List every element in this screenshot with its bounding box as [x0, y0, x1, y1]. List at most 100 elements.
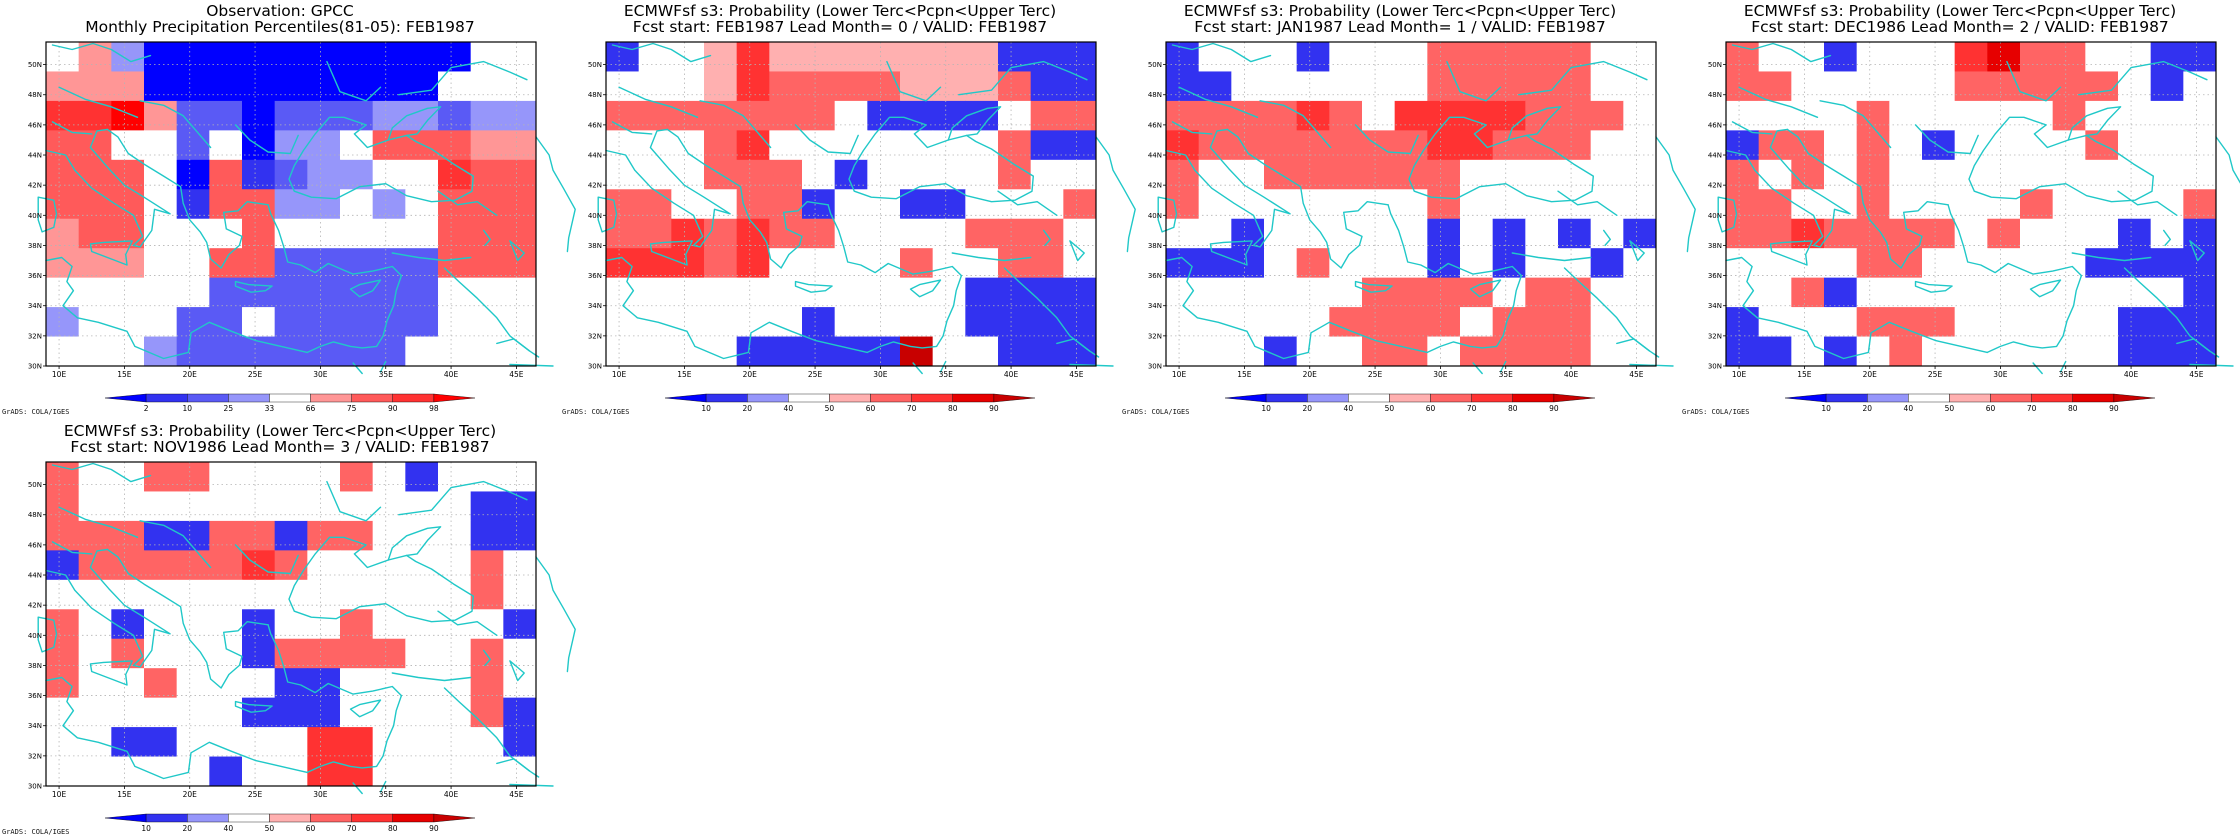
- lat-tick-label: 40N: [1708, 212, 1722, 220]
- grid-cell: [1791, 71, 1825, 102]
- grid-cell: [1394, 71, 1428, 102]
- grid-cell: [736, 336, 770, 367]
- grid-cell: [340, 130, 374, 161]
- coastline: [1629, 240, 1645, 262]
- grid-cell: [1427, 307, 1461, 338]
- colorbar-swatch: [1553, 393, 1596, 403]
- grid-cell: [372, 189, 406, 220]
- grid-cell: [2085, 307, 2119, 338]
- grid-cell: [2085, 42, 2119, 72]
- grid-cell: [769, 248, 803, 279]
- coastline: [1499, 360, 1507, 373]
- lat-tick-label: 42N: [28, 602, 42, 610]
- grid-cell: [1889, 42, 1923, 72]
- grid-cell: [1889, 307, 1923, 338]
- ticks: [43, 484, 517, 789]
- map-frame: [45, 41, 537, 367]
- grid-cell: [470, 307, 504, 338]
- colorbar-swatch: [269, 393, 311, 403]
- grid-cell: [1264, 189, 1298, 220]
- footer-credit: GrADS: COLA/IGES: [1682, 408, 1750, 416]
- grid-cell: [274, 550, 308, 581]
- grid-cell: [606, 130, 640, 161]
- grid-cell: [2118, 307, 2152, 338]
- grid-cell: [209, 550, 243, 581]
- grid-cell: [307, 189, 341, 220]
- grid-cell: [242, 100, 276, 131]
- grid-cell: [1427, 42, 1461, 72]
- grid-cell: [2150, 277, 2184, 308]
- grid-cell: [1525, 307, 1559, 338]
- coastline: [1178, 86, 1259, 118]
- grid-cell: [1954, 277, 1988, 308]
- coastline: [234, 124, 299, 155]
- grid-cell: [1954, 100, 1988, 131]
- coastline: [1165, 256, 1428, 360]
- grid-cell: [274, 277, 308, 308]
- grid-cell: [470, 277, 504, 308]
- grid-cell: [1758, 277, 1792, 308]
- grid-cell: [78, 462, 112, 492]
- grid-cell: [1726, 336, 1760, 367]
- grid-cell: [1394, 277, 1428, 308]
- grid-cell: [1166, 218, 1200, 249]
- lat-tick-label: 30N: [1708, 363, 1722, 371]
- grid-cell: [1824, 42, 1858, 72]
- footer-credit: GrADS: COLA/IGES: [2, 828, 70, 836]
- grid-cell: [1329, 42, 1363, 72]
- grid-cell: [1231, 336, 1265, 367]
- grid-cell: [1954, 71, 1988, 102]
- coastline: [139, 520, 212, 569]
- coastlines: [1157, 42, 1696, 375]
- grid-cell: [1954, 42, 1988, 72]
- grid-cell: [209, 130, 243, 161]
- colorbar-label: 70: [2027, 404, 2037, 413]
- grid-cell: [307, 71, 341, 102]
- grid-cell: [932, 42, 966, 72]
- coastline: [437, 190, 498, 216]
- grid-cell: [46, 42, 80, 72]
- colorbar-label: 70: [1467, 404, 1477, 413]
- grid-cell: [503, 550, 537, 581]
- footer-credit: GrADS: COLA/IGES: [562, 408, 630, 416]
- grid-cell: [2085, 71, 2119, 102]
- colorbar-swatch: [145, 393, 188, 403]
- grid-cell: [372, 218, 406, 249]
- grid-cell: [405, 218, 439, 249]
- grid-cell: [1030, 71, 1064, 102]
- coastline: [2059, 360, 2067, 373]
- grid-cell: [1492, 42, 1526, 72]
- coastline: [866, 274, 963, 354]
- colorbar-swatch: [1990, 393, 2032, 403]
- colorbar-swatch: [104, 813, 147, 823]
- grid-cell: [1791, 336, 1825, 367]
- lat-tick-label: 50N: [588, 61, 602, 69]
- grid-cell: [209, 462, 243, 492]
- grid-cell: [1824, 336, 1858, 367]
- grid-cell: [405, 668, 439, 699]
- colorbar-swatch: [664, 393, 707, 403]
- grid-cell: [209, 248, 243, 279]
- lat-tick-label: 48N: [1708, 91, 1722, 99]
- lat-tick-label: 34N: [28, 722, 42, 730]
- grid-cell: [1460, 42, 1494, 72]
- coastline: [288, 116, 474, 203]
- grid-cell: [78, 71, 112, 102]
- grid-cell: [1856, 130, 1890, 161]
- grid-cell: [1492, 248, 1526, 279]
- coastline: [666, 128, 829, 269]
- coastlines: [1717, 42, 2240, 375]
- grid-cell: [1166, 130, 1200, 161]
- grid-cell: [111, 756, 145, 787]
- grid-cell: [1791, 42, 1825, 72]
- panel-title: Observation: GPCC: [206, 2, 354, 20]
- grid-cell: [1460, 307, 1494, 338]
- grid-cell: [242, 609, 276, 640]
- grid-cell: [1166, 307, 1200, 338]
- lat-tick-label: 38N: [1708, 242, 1722, 250]
- grid-cell: [307, 307, 341, 338]
- panel-title: ECMWFsf s3: Probability (Lower Terc<Pcpn…: [63, 422, 497, 440]
- grid-cell: [769, 159, 803, 190]
- colorbar-label: 80: [1508, 404, 1518, 413]
- grid-cell: [274, 697, 308, 728]
